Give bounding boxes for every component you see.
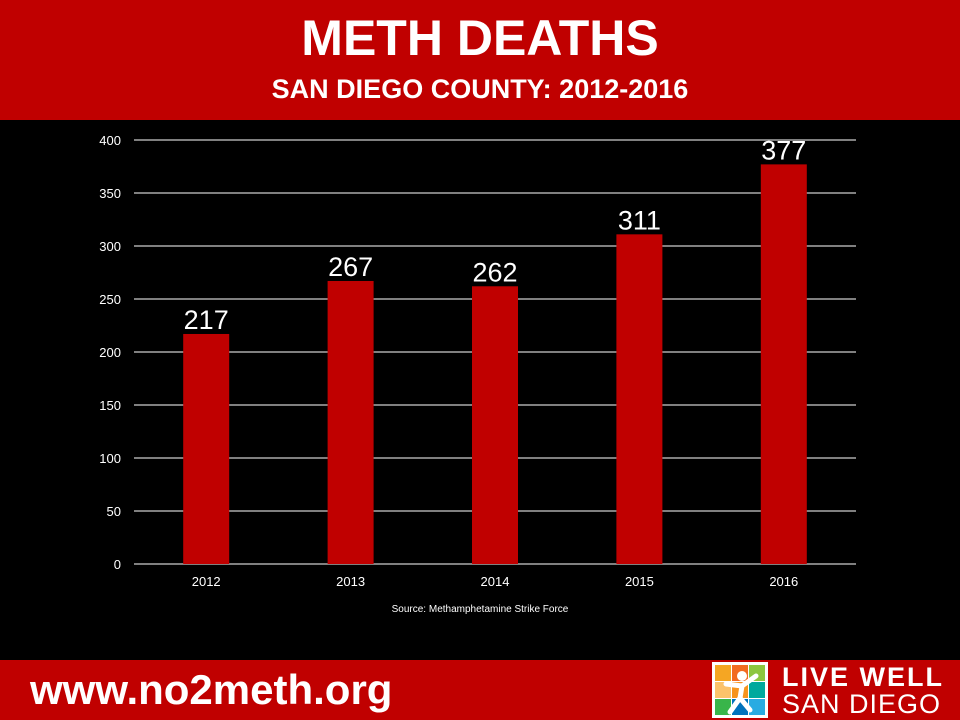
data-label-2015: 311 bbox=[618, 205, 661, 235]
y-tick-label: 300 bbox=[99, 239, 121, 254]
data-label-2014: 262 bbox=[472, 257, 517, 287]
y-tick-label: 400 bbox=[99, 133, 121, 148]
bar-2014 bbox=[472, 286, 518, 564]
data-labels: 217 267 262 311 377 bbox=[184, 135, 807, 335]
header-banner: METH DEATHS SAN DIEGO COUNTY: 2012-2016 bbox=[0, 0, 960, 120]
x-tick-label-2013: 2013 bbox=[336, 574, 365, 589]
bar-2013 bbox=[327, 280, 374, 564]
data-label-2016: 377 bbox=[761, 135, 806, 165]
bar-2015 bbox=[616, 234, 663, 564]
chart-source-note: Source: Methamphetamine Strike Force bbox=[391, 604, 569, 615]
x-tick-label-2012: 2012 bbox=[192, 574, 221, 589]
bar-2012 bbox=[183, 333, 230, 564]
x-tick-label-2015: 2015 bbox=[625, 574, 654, 589]
y-tick-label: 250 bbox=[99, 292, 121, 307]
data-label-2013: 267 bbox=[328, 252, 373, 282]
x-axis-ticks: 2012 2013 2014 2015 2016 bbox=[192, 574, 799, 589]
x-tick-label-2014: 2014 bbox=[481, 574, 510, 589]
page-subtitle: SAN DIEGO COUNTY: 2012-2016 bbox=[271, 74, 689, 104]
y-tick-label: 150 bbox=[99, 398, 121, 413]
logo-text-live-well: LIVE WELL bbox=[782, 662, 944, 692]
bar-chart: 0 50 100 150 200 250 300 350 400 217 267 262 311 377… bbox=[99, 133, 856, 589]
page-title: METH DEATHS bbox=[301, 10, 659, 66]
footer-banner: www.no2meth.org LIVE WELL SAN DIEGO bbox=[0, 660, 960, 720]
live-well-person-icon bbox=[712, 662, 768, 718]
y-tick-label: 100 bbox=[99, 451, 121, 466]
y-tick-label: 50 bbox=[107, 504, 121, 519]
website-link[interactable]: www.no2meth.org bbox=[30, 666, 393, 713]
chart-bars bbox=[183, 164, 807, 564]
bar-2016 bbox=[760, 164, 807, 564]
y-tick-label: 200 bbox=[99, 345, 121, 360]
data-label-2012: 217 bbox=[184, 305, 229, 335]
y-tick-label: 0 bbox=[114, 557, 121, 572]
x-tick-label-2016: 2016 bbox=[769, 574, 798, 589]
y-axis-ticks: 0 50 100 150 200 250 300 350 400 bbox=[99, 133, 121, 572]
logo-text-san-diego: SAN DIEGO bbox=[782, 689, 942, 719]
y-tick-label: 350 bbox=[99, 186, 121, 201]
